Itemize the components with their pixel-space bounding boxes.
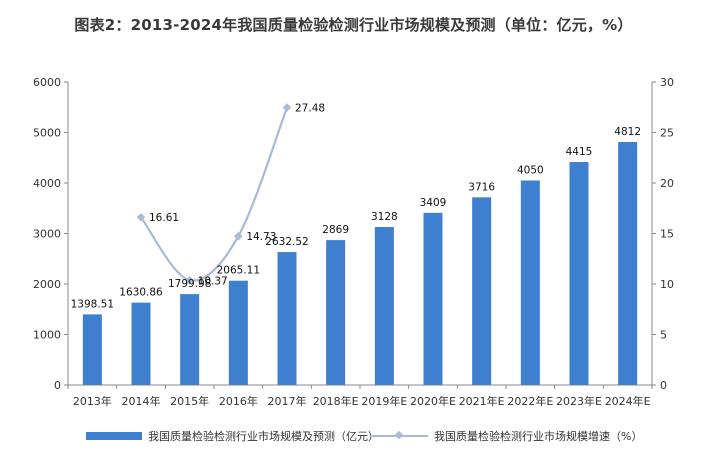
line-value-label: 27.48 [295, 102, 325, 114]
bar-value-label: 4415 [566, 146, 593, 158]
legend-label-bar: 我国质量检验检测行业市场规模及预测（亿元） [148, 430, 379, 443]
bar [228, 280, 248, 385]
bar-value-label: 2065.11 [217, 265, 260, 277]
x-tick-label: 2021年E [459, 394, 505, 408]
bar-value-label: 3409 [420, 197, 447, 209]
bar-value-label: 1799.98 [168, 278, 211, 290]
bar-value-label: 2632.52 [265, 236, 308, 248]
bar-value-label: 2869 [322, 224, 349, 236]
chart-title: 图表2：2013-2024年我国质量检验检测行业市场规模及预测（单位：亿元，%） [74, 16, 633, 34]
bar [277, 252, 297, 385]
x-tick-label: 2015年 [170, 394, 209, 408]
bar-value-label: 4812 [614, 126, 641, 138]
bar-value-label: 4050 [517, 164, 544, 176]
y-right-tick-label: 25 [660, 127, 674, 140]
line-point-marker [136, 212, 146, 222]
x-tick-label: 2024年E [605, 394, 651, 408]
x-tick-label: 2023年E [556, 394, 602, 408]
bar [618, 141, 638, 385]
legend: 我国质量检验检测行业市场规模及预测（亿元） 我国质量检验检测行业市场规模增速（%… [0, 428, 707, 448]
bar-value-label: 3716 [468, 181, 495, 193]
bar [131, 302, 151, 385]
bar-value-label: 1630.86 [119, 287, 163, 299]
x-tick-label: 2022年E [507, 394, 553, 408]
bar [82, 314, 102, 385]
bar [569, 162, 589, 385]
y-right-tick-label: 0 [660, 379, 667, 392]
growth-line [140, 107, 289, 282]
y-right-tick-label: 10 [660, 278, 674, 291]
bar [423, 212, 443, 385]
bar [180, 294, 200, 385]
y-left-tick-label: 3000 [33, 228, 61, 241]
bar-series [82, 141, 638, 385]
bar [374, 227, 394, 385]
axes: 0 1000 2000 3000 4000 5000 6000 0 5 10 15 20 25 30 201… [33, 76, 674, 408]
x-tick-label: 2019年E [361, 394, 407, 408]
line-point-marker [185, 276, 194, 285]
line-series [136, 103, 292, 285]
data-labels: 1398.51 1630.86 1799.98 2065.11 2632.52 2869 3… [71, 102, 641, 310]
y-right-tick-label: 30 [660, 76, 674, 89]
bar [520, 180, 540, 385]
y-left-tick-label: 0 [54, 379, 61, 392]
line-point-marker [282, 103, 292, 112]
line-value-label: 16.61 [149, 212, 179, 224]
y-left-tick-label: 1000 [33, 329, 61, 342]
x-tick-label: 2020年E [410, 394, 456, 408]
x-tick-label: 2013年 [73, 394, 112, 408]
legend-item-line: 我国质量检验检测行业市场规模增速（%） [372, 428, 642, 444]
y-right-tick-label: 15 [660, 228, 674, 241]
line-point-marker [234, 231, 243, 241]
legend-item-bar: 我国质量检验检测行业市场规模及预测（亿元） [86, 428, 379, 444]
bar-value-label: 3128 [371, 211, 398, 223]
y-left-tick-label: 2000 [33, 278, 61, 291]
x-tick-label: 2014年 [122, 394, 161, 408]
bar [326, 240, 346, 385]
bar-value-label: 1398.51 [71, 298, 114, 310]
y-right-tick-label: 5 [660, 329, 667, 342]
y-left-tick-label: 5000 [33, 127, 61, 140]
legend-bar-swatch [86, 432, 142, 440]
legend-line-swatch [372, 430, 428, 441]
x-tick-label: 2016年 [219, 394, 258, 408]
y-right-tick-label: 20 [660, 177, 674, 190]
line-value-label: 14.73 [246, 231, 276, 243]
x-tick-label: 2017年 [268, 394, 307, 408]
y-left-tick-label: 6000 [33, 76, 61, 89]
line-value-label: 10.37 [198, 275, 228, 287]
bar [472, 197, 492, 385]
y-left-tick-label: 4000 [33, 177, 61, 190]
legend-label-line: 我国质量检验检测行业市场规模增速（%） [434, 430, 643, 443]
x-tick-label: 2018年E [313, 394, 359, 408]
